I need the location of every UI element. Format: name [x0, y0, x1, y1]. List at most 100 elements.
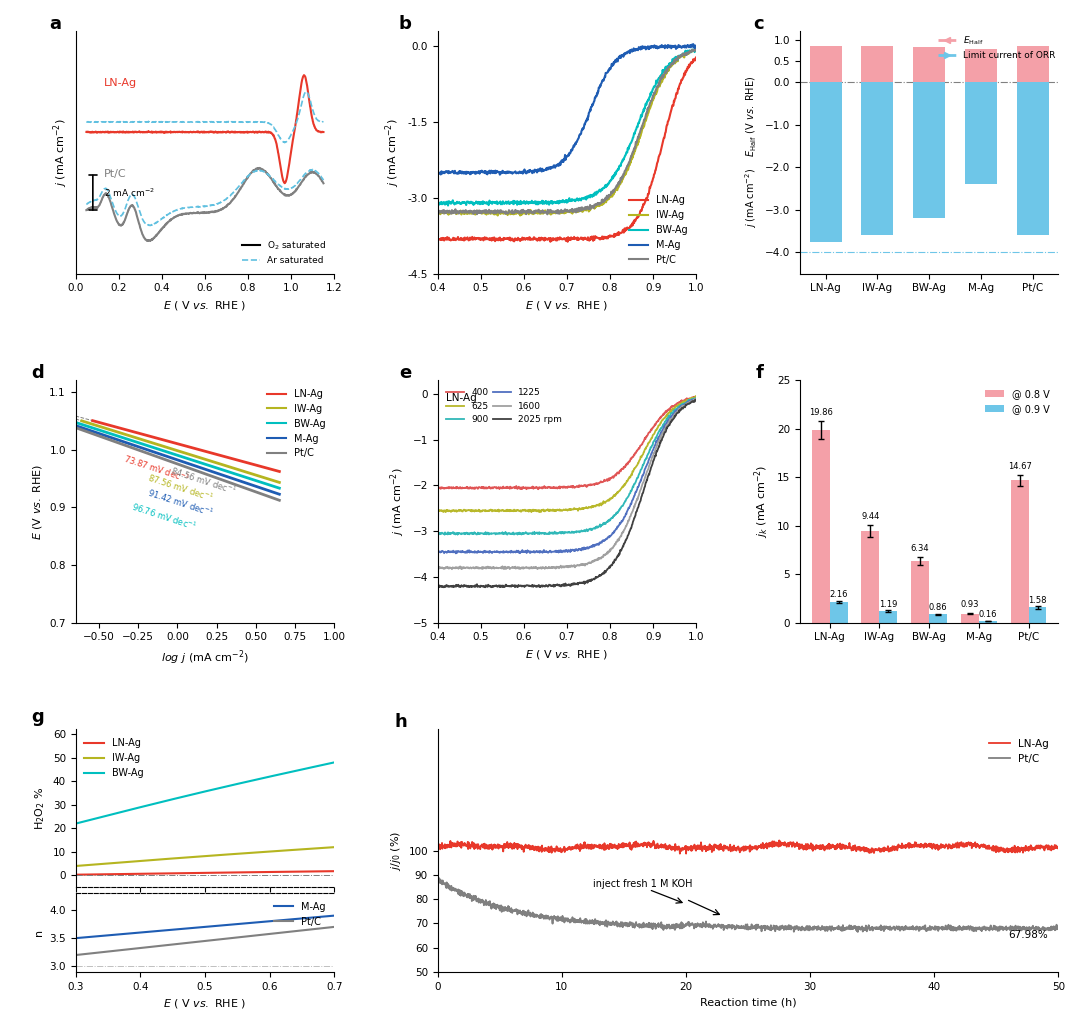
Pt/C — [69, 949, 82, 962]
BW-Ag — [69, 818, 82, 830]
Text: 0.93: 0.93 — [960, 600, 980, 609]
Text: 84.56 mV dec$^{-1}$: 84.56 mV dec$^{-1}$ — [170, 464, 238, 496]
Bar — [879, 611, 897, 622]
Pt/C — [287, 925, 300, 938]
Text: 2 mA cm$^{-2}$: 2 mA cm$^{-2}$ — [104, 186, 154, 199]
Pt/C — [431, 873, 444, 885]
Legend: $E_\mathrm{Half}$, Limit current of ORR: $E_\mathrm{Half}$, Limit current of ORR — [934, 31, 1059, 64]
X-axis label: $E$ ( V $vs.$ RHE ): $E$ ( V $vs.$ RHE ) — [525, 299, 609, 312]
Text: LN-Ag: LN-Ag — [446, 393, 477, 403]
LN-Ag — [1035, 839, 1048, 851]
Pt/C — [1035, 922, 1048, 935]
Bar — [964, 82, 997, 184]
Text: 91.42 mV dec$^{-1}$: 91.42 mV dec$^{-1}$ — [146, 486, 215, 519]
IW-Ag — [228, 848, 241, 860]
LN-Ag — [431, 842, 444, 854]
LN-Ag — [1035, 841, 1048, 853]
LN-Ag — [228, 866, 241, 879]
Pt/C — [433, 872, 446, 884]
Bar — [929, 614, 947, 622]
X-axis label: $E$ ( V $vs.$ RHE ): $E$ ( V $vs.$ RHE ) — [163, 997, 246, 1010]
Pt/C — [1052, 921, 1065, 934]
Text: c: c — [753, 14, 764, 33]
Legend: LN-Ag, IW-Ag, BW-Ag: LN-Ag, IW-Ag, BW-Ag — [81, 734, 147, 782]
Text: 0.86: 0.86 — [929, 603, 947, 612]
M-Ag — [69, 932, 82, 944]
LN-Ag — [287, 865, 300, 878]
Text: Pt/C: Pt/C — [104, 169, 126, 179]
Text: 2.16: 2.16 — [829, 590, 848, 599]
M-Ag — [287, 913, 300, 925]
LN-Ag — [69, 869, 82, 881]
M-Ag — [70, 932, 83, 944]
Pt/C — [717, 919, 730, 932]
Line: BW-Ag: BW-Ag — [76, 762, 334, 824]
Pt/C — [70, 949, 83, 962]
Text: 6.34: 6.34 — [910, 545, 930, 553]
Text: h: h — [394, 713, 407, 731]
Pt/C — [920, 924, 933, 937]
LN-Ag — [674, 848, 687, 860]
Bar — [862, 82, 893, 236]
M-Ag — [303, 912, 316, 924]
Text: d: d — [31, 364, 44, 382]
Text: 96.76 mV dec$^{-1}$: 96.76 mV dec$^{-1}$ — [130, 500, 198, 533]
Line: IW-Ag: IW-Ag — [76, 847, 334, 866]
Bar — [1011, 481, 1028, 622]
Line: M-Ag: M-Ag — [76, 916, 334, 938]
Legend: LN-Ag, Pt/C: LN-Ag, Pt/C — [985, 735, 1053, 768]
Text: 73.87 mV dec$^{-1}$: 73.87 mV dec$^{-1}$ — [122, 452, 191, 485]
X-axis label: $log$ $j$ (mA cm$^{-2}$): $log$ $j$ (mA cm$^{-2}$) — [161, 648, 248, 667]
Bar — [810, 45, 841, 82]
Line: Pt/C: Pt/C — [76, 926, 334, 955]
IW-Ag — [303, 843, 316, 855]
M-Ag — [224, 918, 237, 931]
Text: e: e — [399, 364, 411, 382]
Text: 87.56 mV dec$^{-1}$: 87.56 mV dec$^{-1}$ — [146, 470, 215, 504]
Line: LN-Ag: LN-Ag — [437, 841, 1058, 854]
Bar — [913, 48, 945, 82]
Y-axis label: $j$ (mA cm$^{-2}$)    $E_\mathrm{Half}$ (V $vs.$ RHE): $j$ (mA cm$^{-2}$) $E_\mathrm{Half}$ (V … — [743, 77, 759, 229]
BW-Ag — [224, 780, 237, 792]
Text: 67.98%: 67.98% — [1009, 930, 1049, 940]
Text: 19.86: 19.86 — [809, 408, 833, 418]
Bar — [961, 614, 978, 622]
Bar — [812, 430, 829, 622]
Legend: M-Ag, Pt/C: M-Ag, Pt/C — [270, 898, 329, 931]
BW-Ag — [327, 756, 340, 768]
LN-Ag — [1052, 841, 1065, 853]
Y-axis label: $j$ (mA cm$^{-2}$): $j$ (mA cm$^{-2}$) — [52, 118, 70, 186]
Legend: @ 0.8 V, @ 0.9 V: @ 0.8 V, @ 0.9 V — [981, 385, 1053, 418]
Bar — [912, 561, 929, 622]
Text: LN-Ag: LN-Ag — [104, 78, 137, 88]
Pt/C — [1035, 922, 1048, 935]
BW-Ag — [287, 765, 300, 778]
IW-Ag — [69, 860, 82, 873]
X-axis label: $E$ ( V $vs.$ RHE ): $E$ ( V $vs.$ RHE ) — [525, 648, 609, 661]
IW-Ag — [222, 848, 235, 860]
BW-Ag — [70, 817, 83, 829]
Y-axis label: $j_k$ (mA cm$^{-2}$): $j_k$ (mA cm$^{-2}$) — [753, 465, 771, 538]
Pt/C — [327, 920, 340, 933]
Bar — [862, 531, 879, 622]
LN-Ag — [920, 840, 933, 852]
LN-Ag — [733, 846, 746, 858]
Line: Pt/C: Pt/C — [437, 878, 1058, 932]
Text: 9.44: 9.44 — [861, 513, 879, 521]
LN-Ag — [327, 865, 340, 878]
Bar — [862, 47, 893, 82]
Bar — [1028, 607, 1047, 622]
BW-Ag — [222, 780, 235, 792]
Bar — [810, 82, 841, 242]
Legend: LN-Ag, IW-Ag, BW-Ag, M-Ag, Pt/C: LN-Ag, IW-Ag, BW-Ag, M-Ag, Pt/C — [262, 385, 329, 462]
M-Ag — [228, 918, 241, 931]
Bar — [1016, 45, 1049, 82]
Bar — [964, 49, 997, 82]
Bar — [978, 621, 997, 622]
Pt/C — [463, 892, 476, 905]
LN-Ag — [717, 845, 730, 857]
Text: a: a — [50, 14, 62, 33]
Y-axis label: H$_2$O$_2$ %: H$_2$O$_2$ % — [33, 787, 48, 830]
Bar — [913, 82, 945, 218]
IW-Ag — [224, 848, 237, 860]
